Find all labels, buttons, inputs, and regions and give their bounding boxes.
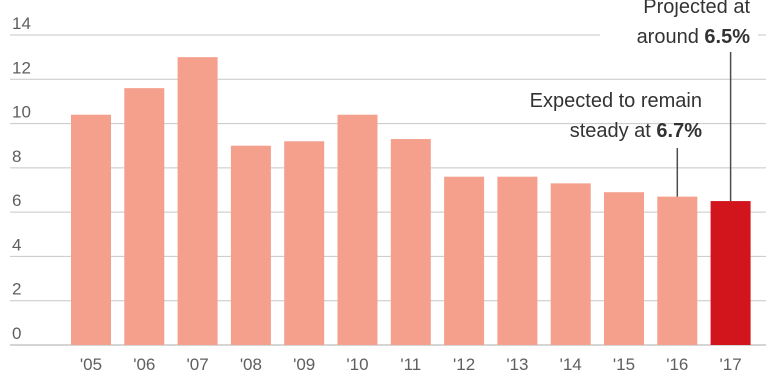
- annotations: Projected at around 6.5% Expected to remai…: [530, 0, 758, 202]
- annotation-value: 6.5%: [704, 26, 750, 48]
- bar: [497, 176, 538, 345]
- y-tick-label: 6: [12, 191, 21, 210]
- gridlines: [10, 34, 766, 346]
- bar: [657, 196, 698, 345]
- annotation-text-part: Expected to remain: [530, 90, 702, 112]
- y-tick-label: 4: [12, 235, 21, 254]
- x-tick-label: '17: [720, 355, 742, 374]
- x-tick-label: '11: [400, 355, 421, 374]
- bar: [550, 183, 591, 345]
- x-tick-label: '06: [133, 355, 155, 374]
- x-tick-label: '16: [666, 355, 688, 374]
- annotation-text-part: Projected at: [643, 0, 750, 18]
- bar: [177, 57, 218, 346]
- bar: [390, 139, 431, 345]
- bar: [124, 88, 165, 346]
- x-tick-label: '09: [293, 355, 315, 374]
- bars: [71, 57, 751, 346]
- bar: [444, 176, 485, 345]
- annotation-text: steady at 6.7%: [570, 120, 703, 142]
- y-tick-label: 10: [12, 103, 31, 122]
- x-tick-label: '05: [80, 355, 102, 374]
- bar-projected: [710, 201, 751, 345]
- annotation-text: Expected to remain: [530, 90, 702, 112]
- annotation-text: Projected at: [643, 0, 750, 18]
- annotation-text-part: steady at: [570, 120, 657, 142]
- y-tick-label: 0: [12, 324, 21, 343]
- bar: [604, 192, 644, 345]
- x-tick-label: '10: [346, 355, 368, 374]
- x-tick-label: '07: [187, 355, 209, 374]
- x-tick-label: '08: [240, 355, 262, 374]
- y-tick-label: 12: [12, 58, 31, 77]
- y-axis-tick-labels: 0 2 4 6 8 10 12 14: [12, 14, 31, 343]
- bar: [71, 114, 111, 345]
- bar: [230, 145, 271, 345]
- annotation-value: 6.7%: [656, 120, 702, 142]
- x-axis-tick-labels: '05 '06 '07 '08 '09 '10 '11 '12 '13 '14 '15 '16 '17: [80, 355, 742, 374]
- bar: [284, 141, 325, 345]
- bar: [337, 114, 378, 345]
- x-tick-label: '15: [613, 355, 635, 374]
- y-tick-label: 8: [12, 147, 21, 166]
- y-tick-label: 2: [12, 280, 21, 299]
- annotation-backdrop: [600, 23, 758, 51]
- x-tick-label: '12: [453, 355, 475, 374]
- x-tick-label: '13: [506, 355, 528, 374]
- annotation-text: around 6.5%: [637, 26, 751, 48]
- x-tick-label: '14: [560, 355, 582, 374]
- annotation-text-part: around: [637, 26, 705, 48]
- y-tick-label: 14: [12, 14, 31, 33]
